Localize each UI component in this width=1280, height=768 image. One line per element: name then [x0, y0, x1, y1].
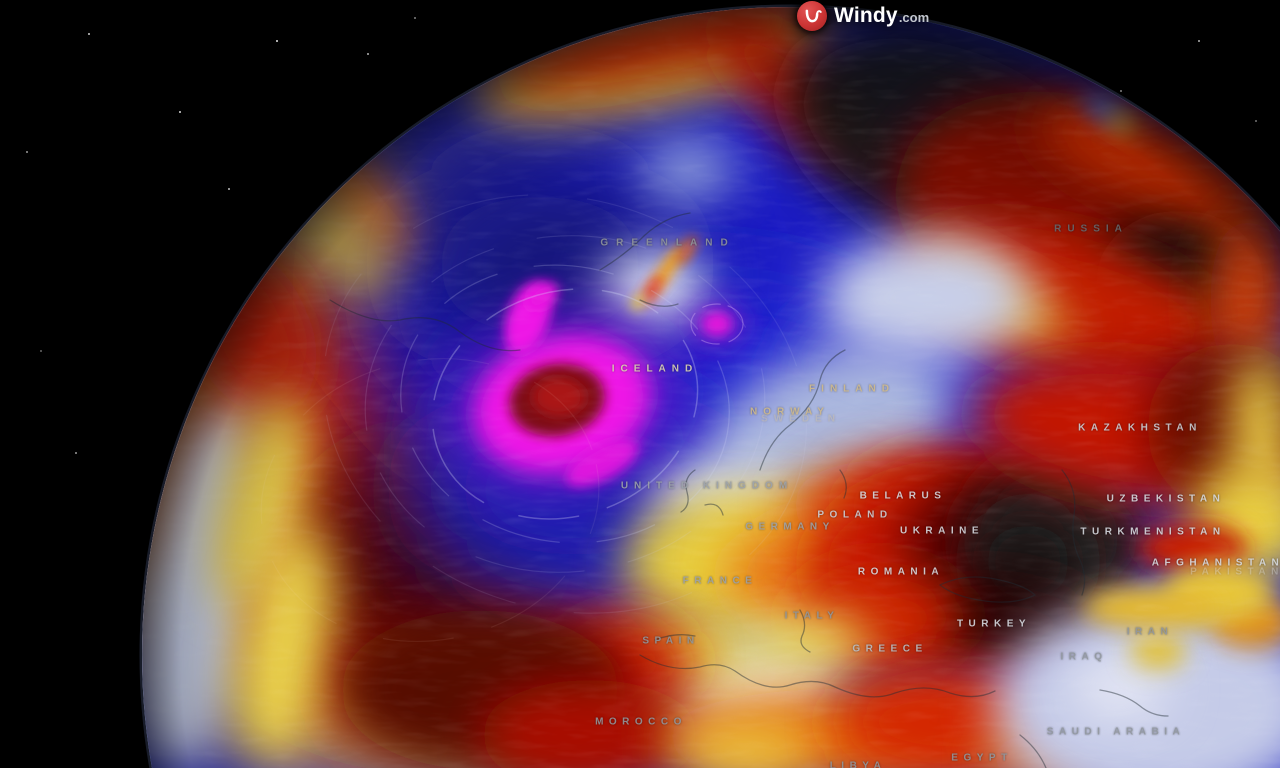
star	[414, 17, 416, 19]
star	[75, 452, 77, 454]
windy-brand-suffix: .com	[898, 10, 930, 25]
star	[40, 350, 42, 352]
globe-surface	[142, 7, 1280, 768]
limb-shade	[142, 7, 1280, 768]
windy-swirl-icon	[797, 1, 827, 31]
star	[26, 151, 28, 153]
windy-logo-text: Windy .com	[834, 4, 929, 28]
star	[228, 188, 230, 190]
star	[179, 111, 181, 113]
star	[88, 33, 90, 35]
windy-logo[interactable]: Windy .com	[797, 1, 929, 31]
windy-brand: Windy	[834, 4, 898, 27]
atmosphere-glow	[139, 4, 1280, 768]
star	[367, 53, 369, 55]
star	[1255, 120, 1257, 122]
star	[276, 40, 278, 42]
star	[1198, 40, 1200, 42]
star	[1120, 90, 1122, 92]
